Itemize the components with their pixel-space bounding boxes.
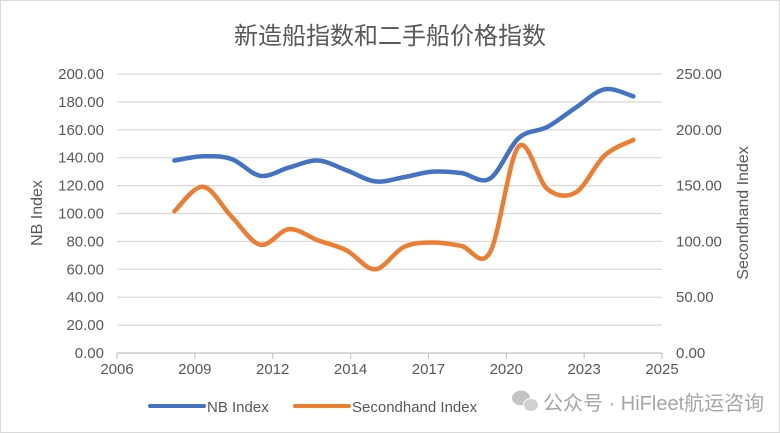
y2-axis-label: Secondhand Index	[735, 146, 752, 279]
y-tick-label: 20.00	[66, 317, 104, 334]
y-tick-label: 100.00	[58, 206, 104, 223]
y-tick-label: 120.00	[58, 178, 104, 195]
y2-tick-label: 200.00	[676, 122, 722, 139]
watermark: 公众号 · HiFleet航运咨询	[512, 390, 764, 415]
y2-tick-label: 250.00	[676, 66, 722, 83]
y-tick-label: 160.00	[58, 122, 104, 139]
y-tick-label: 40.00	[66, 289, 104, 306]
x-tick-label: 2025	[645, 361, 678, 378]
x-tick-label: 2009	[178, 361, 211, 378]
legend-label-nb: NB Index	[207, 399, 269, 416]
y2-tick-label: 0.00	[676, 345, 705, 362]
wechat-icon	[512, 390, 539, 412]
series-line-secondhand-index	[172, 137, 636, 272]
y2-tick-label: 150.00	[676, 178, 722, 195]
y-tick-label: 200.00	[58, 66, 104, 83]
legend-label-secondhand: Secondhand Index	[352, 399, 478, 416]
watermark-text: 公众号 · HiFleet航运咨询	[543, 392, 764, 415]
legend: NB Index Secondhand Index	[148, 399, 478, 416]
y-tick-label: 80.00	[66, 233, 104, 250]
chart-title: 新造船指数和二手船价格指数	[234, 23, 546, 50]
y-tick-label: 180.00	[58, 94, 104, 111]
x-tick-label: 2020	[490, 361, 523, 378]
x-tick-label: 2017	[412, 361, 445, 378]
x-tick-label: 2023	[567, 361, 600, 378]
series-line-nb-index	[172, 86, 636, 184]
x-tick-label: 2006	[100, 361, 133, 378]
y-axis-label: NB Index	[29, 180, 46, 246]
y-tick-label: 140.00	[58, 150, 104, 167]
y-tick-label: 60.00	[66, 261, 104, 278]
y2-tick-label: 50.00	[676, 289, 714, 306]
y-tick-label: 0.00	[75, 345, 104, 362]
x-tick-label: 2014	[334, 361, 367, 378]
y2-tick-label: 100.00	[676, 233, 722, 250]
x-tick-label: 2012	[256, 361, 289, 378]
